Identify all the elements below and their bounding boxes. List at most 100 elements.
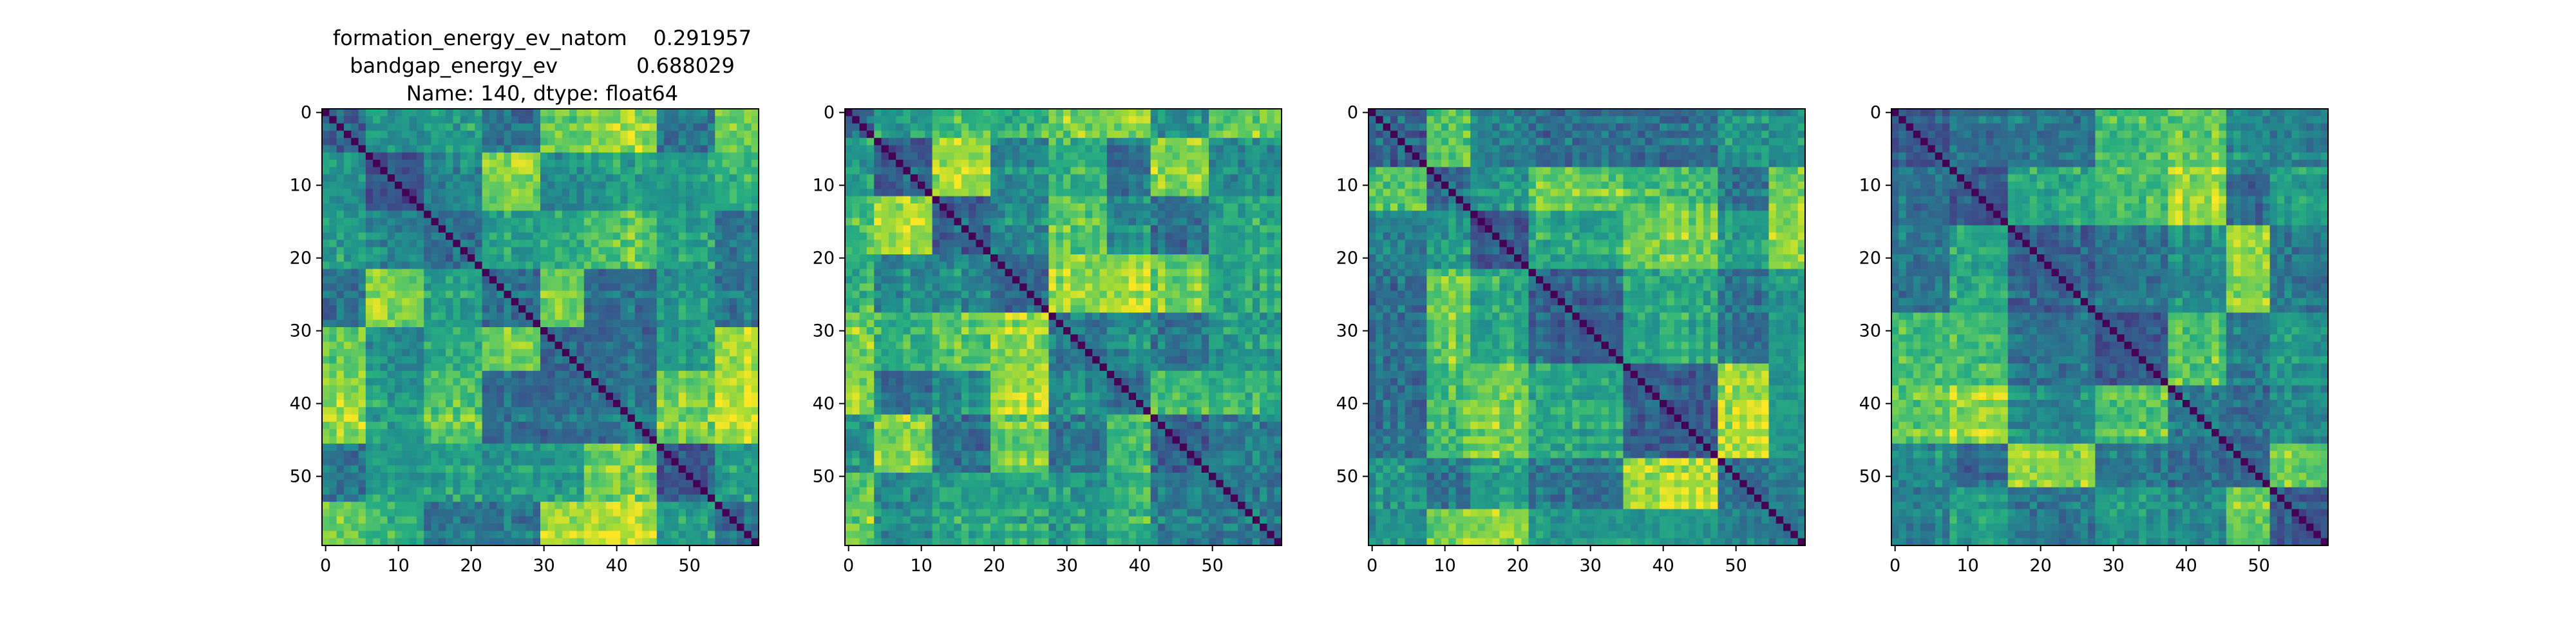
heatmap-cell	[540, 247, 548, 255]
heatmap-cell	[627, 312, 636, 321]
heatmap-cell	[438, 356, 446, 365]
heatmap-cell	[365, 283, 374, 292]
heatmap-cell	[1034, 261, 1042, 270]
heatmap-cell	[1201, 152, 1209, 160]
heatmap-cell	[874, 152, 882, 160]
heatmap-cell	[446, 429, 453, 437]
heatmap-cell	[409, 334, 417, 343]
heatmap-cell	[583, 269, 592, 277]
heatmap-cell	[707, 451, 715, 459]
heatmap-cell	[605, 145, 614, 153]
heatmap-cell	[424, 116, 432, 124]
heatmap-cell	[343, 196, 352, 204]
heatmap-cell	[1005, 211, 1013, 219]
heatmap-cell	[365, 109, 374, 117]
heatmap-cell	[329, 203, 337, 211]
heatmap-cell	[686, 116, 694, 124]
heatmap-cell	[453, 211, 461, 219]
heatmap-cell	[547, 465, 556, 473]
heatmap-cell	[707, 145, 715, 153]
heatmap-cell	[737, 182, 744, 189]
heatmap-cell	[511, 538, 519, 546]
heatmap-cell	[387, 392, 395, 401]
heatmap-cell	[1048, 196, 1057, 204]
heatmap-cell	[526, 451, 534, 459]
heatmap-cell	[686, 283, 694, 292]
heatmap-cell	[1005, 269, 1013, 277]
heatmap-cell	[649, 443, 658, 451]
heatmap-cell	[482, 509, 490, 517]
heatmap-cell	[562, 502, 570, 510]
heatmap-cell	[373, 290, 381, 299]
heatmap-cell	[729, 203, 737, 211]
heatmap-cell	[642, 516, 650, 524]
heatmap-cell	[1092, 174, 1101, 182]
heatmap-cell	[649, 414, 658, 422]
heatmap-cell	[497, 189, 505, 197]
heatmap-cell	[1084, 182, 1093, 189]
heatmap-cell	[859, 145, 867, 153]
heatmap-cell	[482, 138, 490, 146]
heatmap-cell	[569, 211, 578, 219]
heatmap-cell	[1056, 232, 1064, 240]
heatmap-cell	[1165, 167, 1173, 175]
heatmap-cell	[627, 509, 636, 517]
heatmap-cell	[576, 211, 585, 219]
heatmap-cell	[475, 225, 483, 233]
heatmap-cell	[424, 487, 432, 495]
heatmap-cell	[380, 538, 388, 546]
heatmap-cell	[562, 225, 570, 233]
heatmap-cell	[518, 145, 526, 153]
heatmap-cell	[693, 524, 701, 531]
heatmap-cell	[888, 130, 896, 138]
heatmap-cell	[1274, 174, 1282, 182]
heatmap-cell	[1150, 152, 1159, 160]
heatmap-cell	[504, 319, 512, 328]
heatmap-cell	[722, 473, 730, 480]
heatmap-cell	[569, 319, 578, 328]
heatmap-cell	[1027, 218, 1035, 226]
heatmap-cell	[329, 305, 337, 313]
heatmap-cell	[540, 269, 548, 277]
heatmap-cell	[1230, 240, 1238, 248]
heatmap-cell	[322, 225, 330, 233]
heatmap-cell	[744, 109, 752, 117]
heatmap-cell	[744, 138, 752, 146]
heatmap-cell	[751, 312, 759, 321]
heatmap-cell	[446, 167, 453, 175]
heatmap-cell	[504, 363, 512, 372]
heatmap-cell	[438, 341, 446, 350]
heatmap-cell	[453, 385, 461, 393]
heatmap-cell	[693, 254, 701, 262]
heatmap-cell	[511, 400, 519, 408]
heatmap-cell	[402, 465, 410, 473]
heatmap-cell	[881, 261, 889, 270]
heatmap-cell	[322, 421, 330, 430]
heatmap-cell	[642, 400, 650, 408]
heatmap-cell	[1034, 269, 1042, 277]
heatmap-cell	[460, 421, 468, 430]
heatmap-cell	[518, 152, 526, 160]
heatmap-cell	[1128, 189, 1137, 197]
heatmap-cell	[380, 247, 388, 255]
heatmap-cell	[329, 138, 337, 146]
heatmap-cell	[358, 451, 366, 459]
heatmap-cell	[1194, 254, 1202, 262]
heatmap-cell	[918, 109, 925, 117]
heatmap-cell	[729, 211, 737, 219]
heatmap-cell	[336, 480, 345, 488]
heatmap-cell	[380, 443, 388, 451]
heatmap-cell	[569, 516, 578, 524]
heatmap-cell	[583, 160, 592, 167]
heatmap-cell	[460, 531, 468, 539]
heatmap-cell	[424, 538, 432, 546]
heatmap-cell	[591, 502, 599, 510]
heatmap-cell	[583, 283, 592, 292]
heatmap-cell	[482, 109, 490, 117]
heatmap-cell	[925, 218, 933, 226]
heatmap-cell	[1150, 174, 1159, 182]
heatmap-cell	[866, 240, 875, 248]
heatmap-cell	[1260, 160, 1267, 167]
heatmap-cell	[1048, 254, 1057, 262]
heatmap-cell	[497, 334, 505, 343]
